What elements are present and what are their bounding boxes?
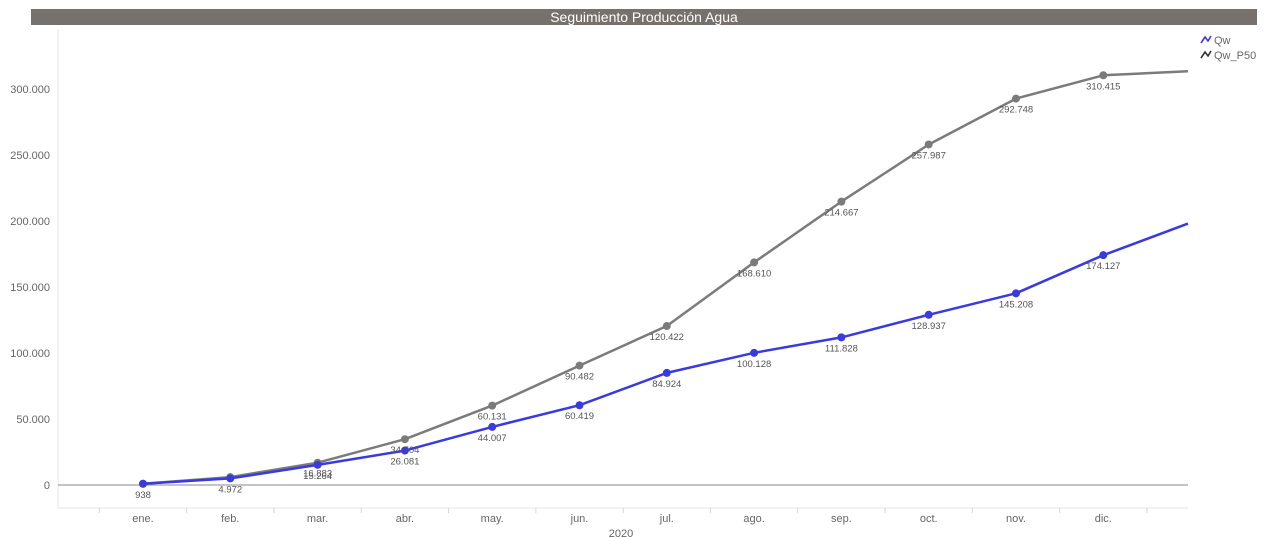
x-tick-label: sep. — [831, 513, 852, 525]
x-tick-label: abr. — [396, 513, 414, 525]
data-point-Qw_P50 — [1099, 71, 1108, 80]
data-point-Qw — [313, 460, 322, 469]
data-point-Qw — [139, 479, 147, 488]
data-label-Qw_P50: 120.422 — [650, 332, 684, 343]
y-tick-label: 150.000 — [10, 282, 50, 294]
legend: Qw Qw_P50 — [1200, 35, 1256, 62]
data-label-Qw_P50: 16.883 — [303, 469, 332, 480]
x-tick-label: ago. — [743, 513, 764, 525]
x-tick-label: oct. — [920, 513, 938, 525]
legend-label-Qw: Qw — [1214, 35, 1231, 47]
data-labels: 938 4.972 15.264 26.081 44.007 60.419 84.924 10… — [135, 81, 1120, 501]
data-label-Qw_P50: 34.704 — [390, 445, 419, 456]
data-label-Qw_P50: 168.610 — [737, 268, 771, 279]
data-point-Qw — [575, 401, 584, 410]
data-label-Qw: 44.007 — [478, 433, 507, 444]
data-point-Qw_P50 — [837, 197, 846, 206]
y-tick-label: 50.000 — [16, 414, 50, 426]
x-tick-label: ene. — [132, 513, 153, 525]
data-label-Qw_P50: 90.482 — [565, 372, 594, 383]
data-point-Qw_P50 — [1012, 94, 1020, 103]
data-label-Qw_P50: 292.748 — [999, 105, 1033, 116]
data-label-Qw: 128.937 — [912, 321, 946, 332]
data-point-Qw — [400, 446, 409, 455]
x-tick-label: jul. — [659, 513, 674, 525]
data-label-Qw: 100.128 — [737, 359, 771, 370]
data-point-Qw_P50 — [575, 361, 584, 370]
data-label-Qw: 938 — [135, 490, 151, 501]
data-point-Qw — [750, 348, 759, 357]
data-point-Qw — [924, 310, 933, 319]
y-tick-label: 200.000 — [10, 216, 50, 228]
x-tick-label: jun. — [570, 513, 589, 525]
y-tick-label: 100.000 — [10, 348, 50, 360]
chart-title: Seguimiento Producción Agua — [31, 9, 1257, 25]
data-point-Qw_P50 — [400, 435, 409, 444]
y-tick-label: 300.000 — [10, 84, 50, 96]
series-line-Qw — [142, 222, 1189, 486]
data-point-Qw — [1099, 251, 1108, 260]
series-layer — [139, 69, 1189, 488]
data-point-Qw_P50 — [750, 258, 759, 267]
x-tick-label: mar. — [307, 513, 328, 525]
data-point-Qw_P50 — [488, 401, 497, 410]
data-label-Qw_P50: 310.415 — [1086, 81, 1120, 92]
data-point-Qw_P50 — [924, 140, 933, 149]
x-tick-label: nov. — [1006, 513, 1026, 525]
data-label-Qw: 60.419 — [565, 411, 594, 422]
data-label-Qw_P50: 60.131 — [478, 412, 507, 423]
series-line-Qw_P50 — [142, 69, 1189, 486]
data-point-Qw_P50 — [662, 322, 671, 331]
data-point-Qw — [226, 474, 235, 483]
data-label-Qw: 26.081 — [390, 457, 419, 468]
data-label-Qw_P50: 257.987 — [912, 150, 946, 161]
legend-label-Qw_P50: Qw_P50 — [1214, 50, 1256, 62]
data-point-Qw — [837, 333, 846, 342]
data-label-Qw: 15.264 — [303, 471, 332, 482]
data-point-Qw — [1012, 289, 1020, 298]
x-tick-label: may. — [481, 513, 504, 525]
data-point-Qw — [488, 422, 497, 431]
x-axis-label: 2020 — [609, 528, 633, 538]
data-label-Qw: 174.127 — [1086, 261, 1120, 272]
y-tick-label: 0 — [44, 480, 50, 492]
data-label-Qw: 4.972 — [218, 484, 242, 495]
data-label-Qw: 111.828 — [825, 343, 858, 354]
legend-swatch-Qw_P50 — [1200, 50, 1212, 59]
data-point-Qw — [662, 368, 671, 377]
x-tick-label: dic. — [1095, 513, 1112, 525]
legend-swatch-Qw — [1200, 35, 1212, 44]
x-tick-label: feb. — [221, 513, 239, 525]
data-label-Qw: 145.208 — [999, 299, 1033, 310]
data-label-Qw: 84.924 — [652, 379, 681, 390]
data-label-Qw_P50: 214.667 — [824, 208, 858, 219]
y-tick-label: 250.000 — [10, 150, 50, 162]
axes: 0 50.000 100.000 150.000 200.000 250.000 300.0… — [10, 30, 1188, 538]
